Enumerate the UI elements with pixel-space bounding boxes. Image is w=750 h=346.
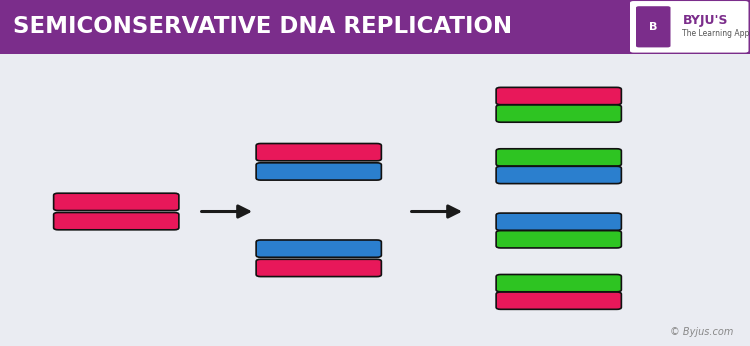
FancyBboxPatch shape [54,212,178,230]
FancyBboxPatch shape [496,274,621,292]
FancyBboxPatch shape [496,231,621,248]
Text: SEMICONSERVATIVE DNA REPLICATION: SEMICONSERVATIVE DNA REPLICATION [13,15,513,38]
Text: B: B [649,22,658,32]
FancyBboxPatch shape [256,163,381,180]
FancyBboxPatch shape [630,1,748,53]
FancyBboxPatch shape [54,193,178,210]
FancyBboxPatch shape [496,88,621,105]
FancyBboxPatch shape [496,105,621,122]
FancyBboxPatch shape [256,259,381,276]
FancyBboxPatch shape [496,213,621,230]
FancyBboxPatch shape [256,144,381,161]
FancyBboxPatch shape [496,292,621,309]
FancyBboxPatch shape [256,240,381,257]
Text: The Learning App: The Learning App [682,28,750,38]
FancyBboxPatch shape [496,166,621,184]
FancyBboxPatch shape [636,6,670,47]
FancyBboxPatch shape [496,149,621,166]
Text: © Byjus.com: © Byjus.com [670,327,734,337]
Bar [0,0,750,54]
Text: BYJU'S: BYJU'S [682,14,728,27]
